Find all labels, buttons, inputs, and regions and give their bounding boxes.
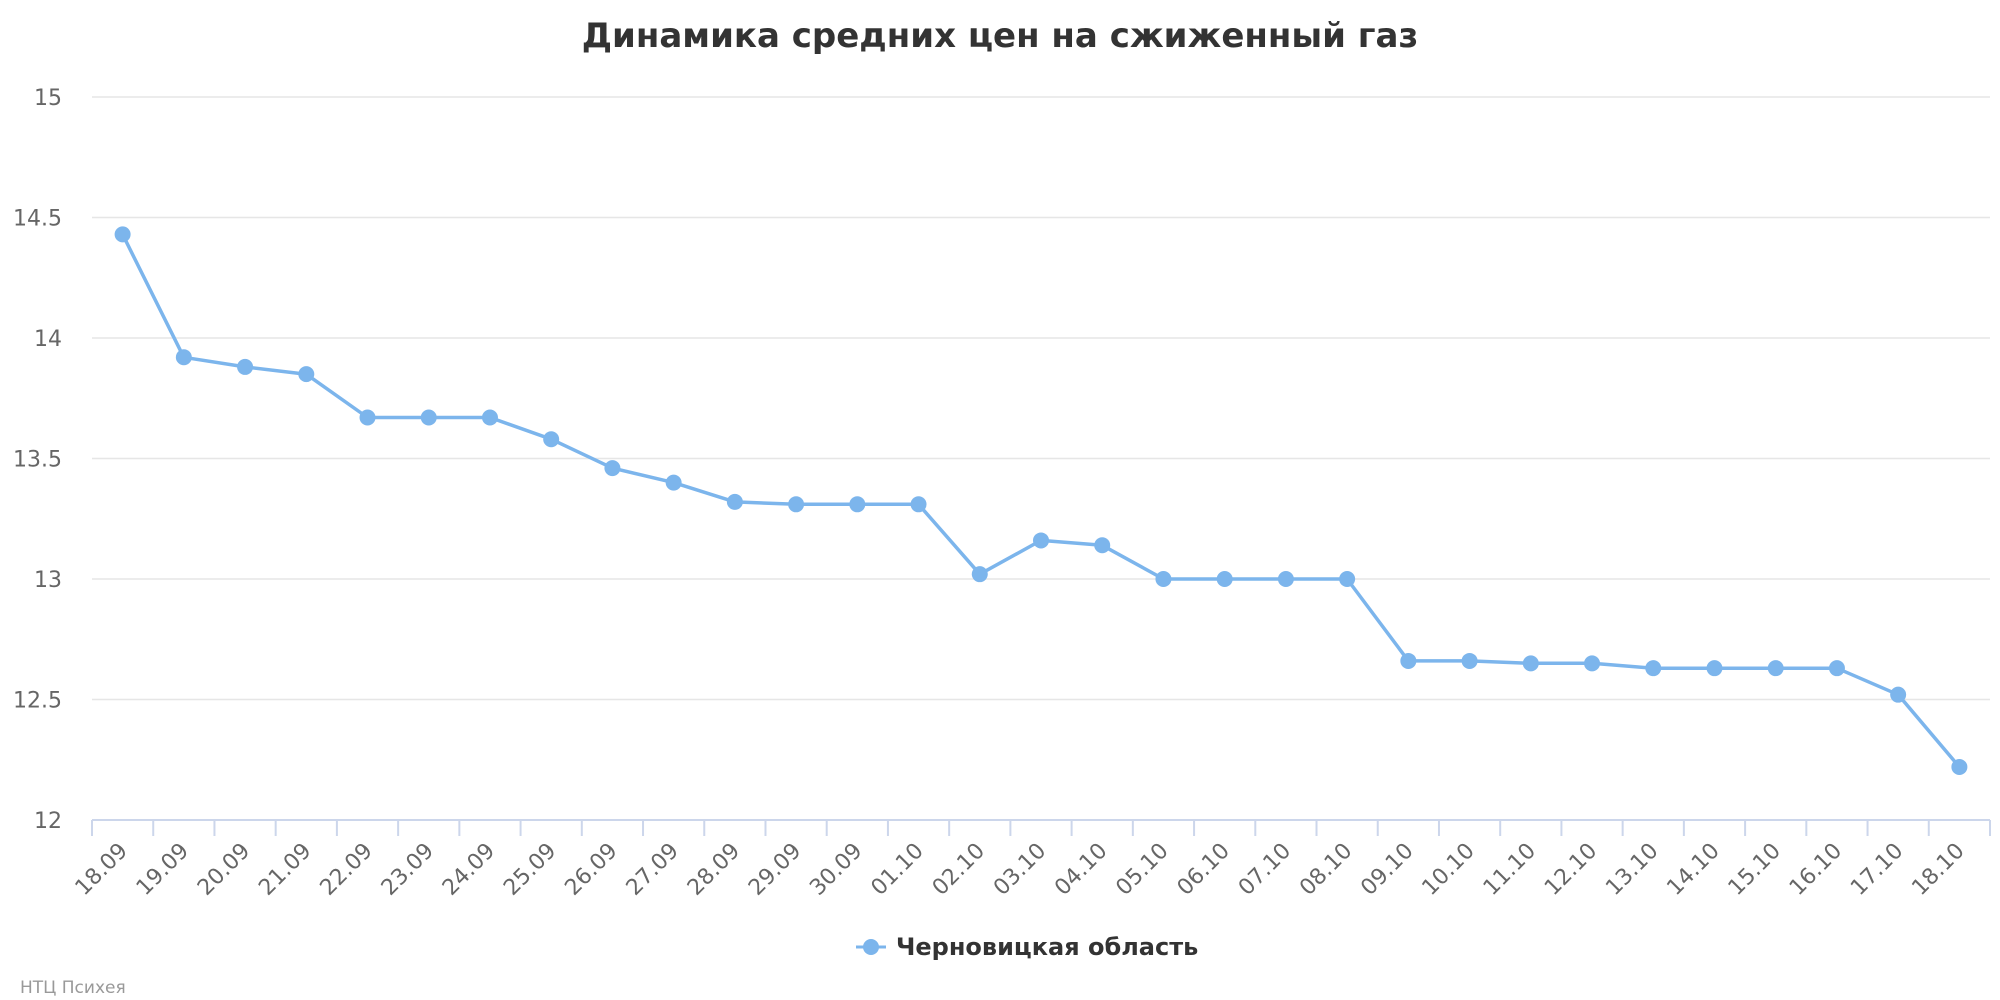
data-point[interactable] (1094, 537, 1111, 554)
x-tick-label: 28.09 (683, 839, 745, 901)
data-point[interactable] (543, 431, 560, 448)
data-point[interactable] (910, 496, 927, 513)
data-point[interactable] (1706, 660, 1723, 677)
data-point[interactable] (1339, 571, 1356, 587)
data-point[interactable] (788, 496, 805, 513)
data-point[interactable] (298, 366, 315, 383)
x-tick-label: 07.10 (1234, 839, 1296, 901)
data-point[interactable] (481, 409, 498, 426)
x-tick-label: 23.09 (377, 839, 439, 901)
x-tick-label: 12.10 (1540, 839, 1602, 901)
x-tick-label: 25.09 (499, 839, 561, 901)
x-tick-label: 16.10 (1785, 839, 1847, 901)
y-tick-label: 13 (34, 568, 62, 593)
y-axis: 12 12.5 13 13.5 14 14.5 15 (13, 86, 62, 834)
x-tick-label: 15.10 (1724, 839, 1786, 901)
x-tick-label: 05.10 (1111, 839, 1173, 901)
legend[interactable]: Черновицкая область (856, 933, 1198, 961)
data-point[interactable] (1890, 686, 1907, 703)
x-tick-label: 26.09 (560, 839, 622, 901)
chart-title: Динамика средних цен на сжиженный газ (582, 16, 1419, 56)
x-tick-label: 20.09 (193, 839, 255, 901)
x-tick-label: 14.10 (1663, 839, 1725, 901)
x-tick-label: 22.09 (316, 839, 378, 901)
x-tick-label: 11.10 (1479, 839, 1541, 901)
data-point[interactable] (1400, 652, 1417, 669)
data-point[interactable] (420, 409, 437, 426)
y-tick-label: 14.5 (13, 207, 62, 232)
x-tick-label: 19.09 (132, 839, 194, 901)
data-point[interactable] (237, 358, 254, 375)
y-tick-label: 13.5 (13, 448, 62, 473)
data-point[interactable] (359, 409, 376, 426)
data-point[interactable] (175, 349, 192, 366)
x-tick-label: 17.10 (1846, 839, 1908, 901)
series-line (120, 232, 1962, 769)
x-tick-label: 09.10 (1356, 839, 1418, 901)
x-tick-label: 08.10 (1295, 839, 1357, 901)
x-tick-label: 18.10 (1907, 839, 1969, 901)
x-tick-label: 01.10 (867, 839, 929, 901)
series-group (114, 226, 1968, 775)
y-tick-label: 12.5 (13, 689, 62, 714)
x-tick-label: 13.10 (1601, 839, 1663, 901)
data-point[interactable] (1277, 571, 1294, 587)
x-tick-label: 03.10 (989, 839, 1051, 901)
data-point[interactable] (971, 566, 988, 583)
x-tick-label: 06.10 (1173, 839, 1235, 901)
legend-symbol-marker (863, 939, 879, 955)
x-tick-label: 30.09 (805, 839, 867, 901)
x-tick-label: 21.09 (254, 839, 316, 901)
legend-item-label[interactable]: Черновицкая область (896, 933, 1198, 961)
x-tick-label: 04.10 (1050, 839, 1112, 901)
data-point[interactable] (1951, 758, 1968, 775)
data-point[interactable] (1216, 571, 1233, 587)
data-point[interactable] (1767, 660, 1784, 677)
data-point[interactable] (1033, 532, 1049, 549)
x-tick-label: 18.09 (71, 839, 133, 901)
x-tick-label: 24.09 (438, 839, 500, 901)
y-tick-label: 14 (34, 327, 62, 352)
data-point[interactable] (1584, 655, 1601, 672)
x-tick-label: 02.10 (928, 839, 990, 901)
x-axis: 18.09 19.09 20.09 21.09 22.09 23.09 24.09 25.09… (71, 819, 1991, 901)
data-point[interactable] (665, 474, 682, 491)
data-point[interactable] (1155, 571, 1172, 587)
credits-text: НТЦ Психея (20, 978, 126, 998)
data-point[interactable] (1645, 660, 1662, 677)
data-point[interactable] (1461, 652, 1478, 669)
x-tick-label: 10.10 (1418, 839, 1480, 901)
x-tick-label: 27.09 (622, 839, 684, 901)
data-point[interactable] (849, 496, 866, 513)
data-point[interactable] (1828, 660, 1845, 677)
data-point[interactable] (726, 493, 743, 510)
data-point[interactable] (114, 226, 131, 243)
data-point[interactable] (1522, 655, 1539, 672)
y-tick-label: 12 (34, 809, 62, 834)
grid-lines (92, 96, 1990, 701)
data-point[interactable] (604, 460, 621, 477)
y-tick-label: 15 (34, 86, 62, 111)
x-tick-label: 29.09 (744, 839, 806, 901)
